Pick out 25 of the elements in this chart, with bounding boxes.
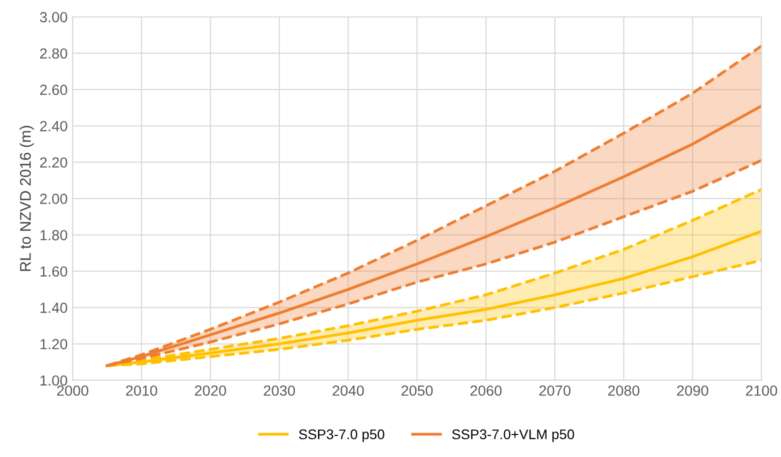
x-tick-label: 2040 xyxy=(332,385,364,396)
y-tick-label: 2.00 xyxy=(40,194,68,204)
y-tick-label: 1.20 xyxy=(40,338,68,350)
x-tick-label: 2030 xyxy=(264,385,295,396)
x-tick-label: 2010 xyxy=(126,385,158,396)
x-tick-label: 2060 xyxy=(470,385,502,396)
legend-label: SSP3-7.0 p50 xyxy=(298,429,384,442)
y-tick-label: 1.40 xyxy=(40,302,68,313)
y-tick-label: 1.00 xyxy=(40,375,68,386)
x-tick-label: 2080 xyxy=(608,385,640,396)
y-tick-label: 1.80 xyxy=(40,230,68,240)
x-tick-label: 2050 xyxy=(402,385,433,396)
x-tick-label: 2100 xyxy=(746,385,778,396)
y-tick-label: 2.20 xyxy=(40,157,68,168)
y-axis-title: RL to NZVD 2016 (m) xyxy=(20,126,34,271)
x-tick-label: 2020 xyxy=(194,385,226,396)
y-tick-label: 2.80 xyxy=(40,48,68,59)
legend-label: SSP3-7.0+VLM p50 xyxy=(452,429,574,442)
x-tick-label: 2090 xyxy=(677,385,708,396)
x-tick-label: 2000 xyxy=(57,385,88,396)
y-tick-label: 2.60 xyxy=(40,84,68,95)
y-tick-label: 3.00 xyxy=(40,12,68,22)
x-tick-label: 2070 xyxy=(539,385,570,396)
y-tick-label: 1.60 xyxy=(40,266,68,277)
y-tick-label: 2.40 xyxy=(40,121,68,132)
